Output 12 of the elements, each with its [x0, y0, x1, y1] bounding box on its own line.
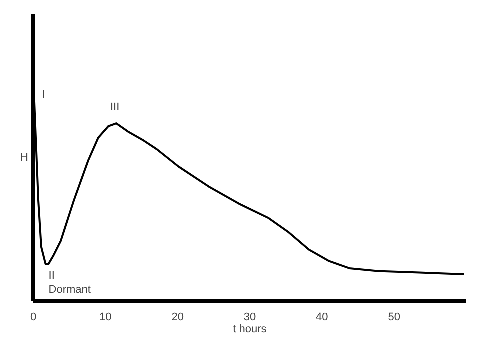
x-tick-label: 10	[100, 312, 112, 324]
x-axis-title: t hours	[233, 324, 268, 336]
x-tick-label: 20	[172, 312, 184, 324]
annotation: Dormant	[48, 284, 91, 296]
annotation: I	[42, 88, 46, 101]
x-tick-label: 50	[388, 312, 400, 324]
x-tick-label: 30	[244, 312, 256, 324]
x-tick-label: 40	[316, 312, 328, 324]
x-tick-label: 0	[30, 312, 37, 324]
annotation: II	[48, 270, 55, 282]
annotation: III	[110, 102, 120, 114]
y-axis-title: H	[20, 152, 29, 164]
